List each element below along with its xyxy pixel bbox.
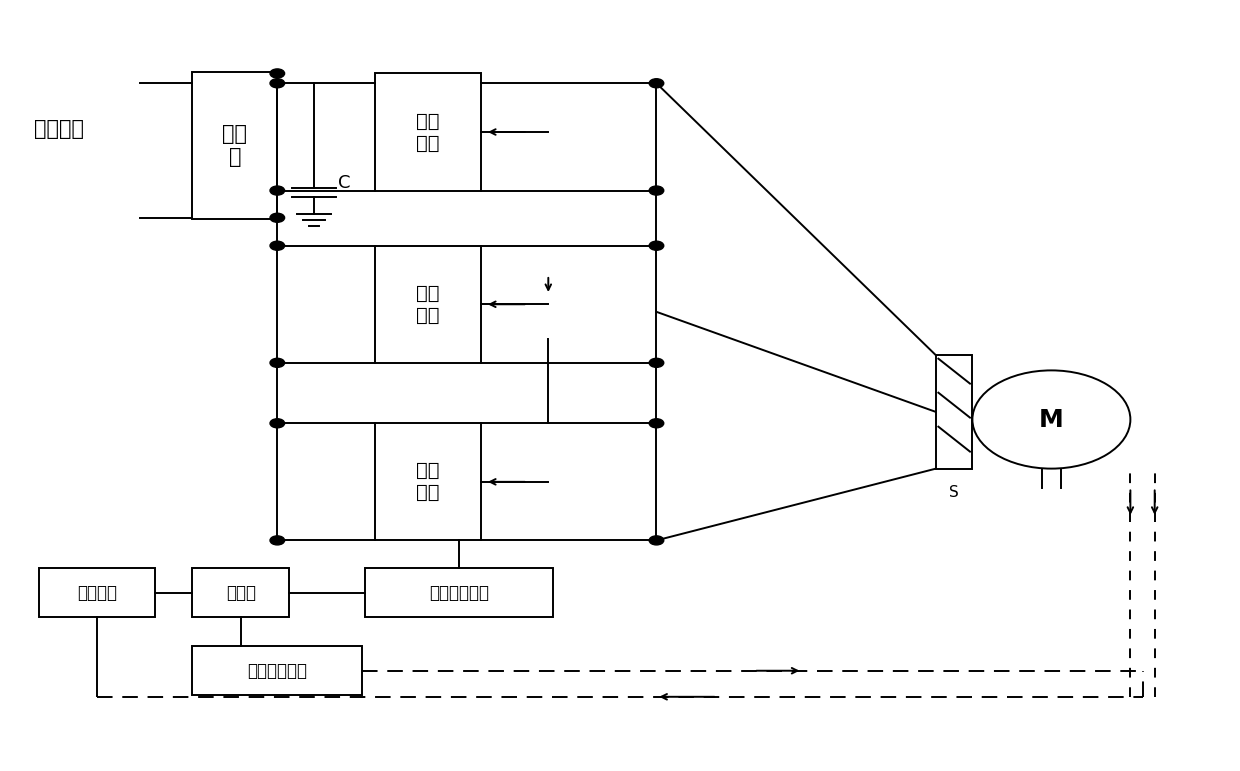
Circle shape xyxy=(270,186,285,195)
Circle shape xyxy=(972,370,1131,469)
Text: 伺服驱动电路: 伺服驱动电路 xyxy=(247,662,308,680)
Text: 逆变
电路: 逆变 电路 xyxy=(417,112,440,153)
Text: 逆变
电路: 逆变 电路 xyxy=(417,461,440,503)
Circle shape xyxy=(270,536,285,545)
Text: 逆变驱动电路: 逆变驱动电路 xyxy=(429,584,489,602)
Text: 接充电器: 接充电器 xyxy=(35,119,84,139)
Circle shape xyxy=(650,186,663,195)
Bar xyxy=(192,568,289,618)
Circle shape xyxy=(650,419,663,428)
Circle shape xyxy=(270,419,285,428)
Text: 控制器: 控制器 xyxy=(226,584,255,602)
Text: 检测电路: 检测电路 xyxy=(77,584,117,602)
Text: S: S xyxy=(950,485,959,500)
Circle shape xyxy=(270,359,285,367)
Text: 电池
组: 电池 组 xyxy=(222,124,247,167)
Bar xyxy=(192,646,362,695)
Circle shape xyxy=(270,79,285,88)
Bar xyxy=(365,568,553,618)
Circle shape xyxy=(650,359,663,367)
Bar xyxy=(374,73,481,190)
Bar xyxy=(374,246,481,363)
Text: M: M xyxy=(1039,408,1064,432)
Bar xyxy=(192,72,278,219)
Circle shape xyxy=(650,79,663,88)
Text: 逆变
电路: 逆变 电路 xyxy=(417,284,440,325)
Circle shape xyxy=(650,536,663,545)
Bar xyxy=(936,355,972,469)
Bar xyxy=(40,568,155,618)
Circle shape xyxy=(270,241,285,251)
Circle shape xyxy=(270,214,285,222)
Text: C: C xyxy=(339,174,351,192)
Bar xyxy=(374,423,481,540)
Circle shape xyxy=(270,69,285,78)
Circle shape xyxy=(650,241,663,251)
